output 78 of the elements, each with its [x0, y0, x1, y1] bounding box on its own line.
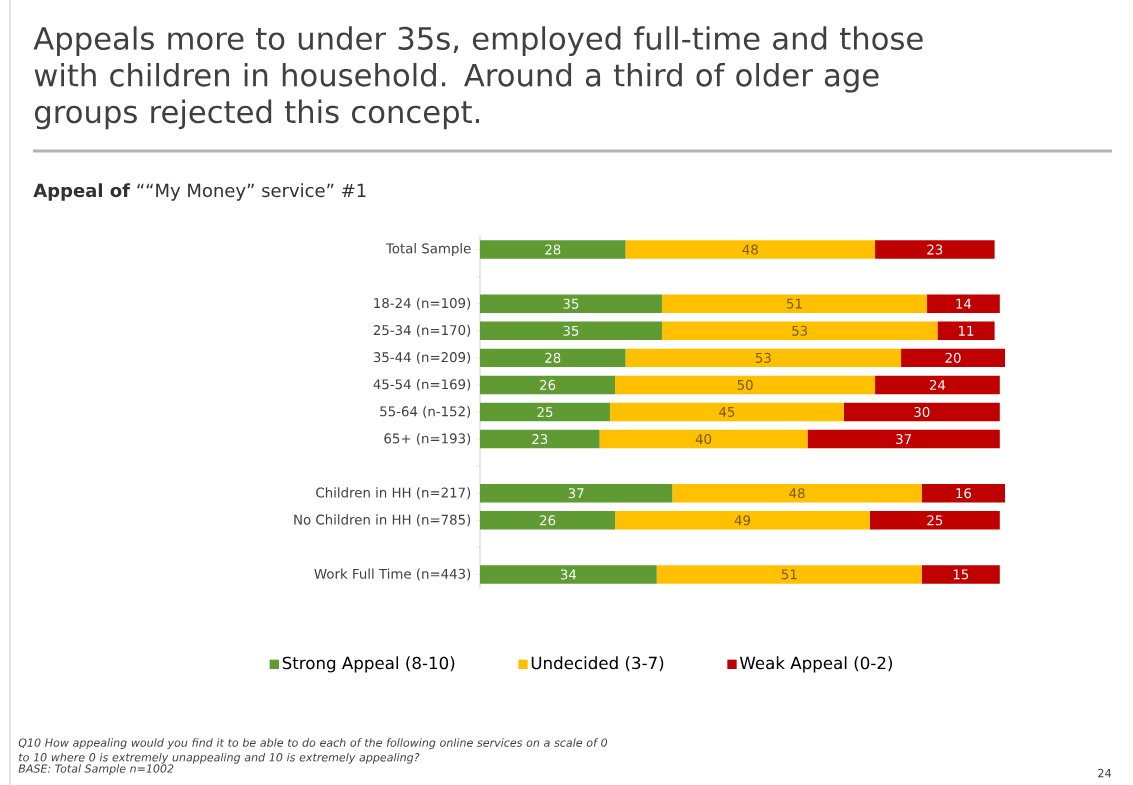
data-label: 34	[560, 569, 577, 580]
data-label: 37	[896, 434, 911, 445]
bar	[480, 402, 610, 422]
data-label: 28	[545, 352, 561, 363]
y-tick-label: 45-54 (n=169)	[373, 378, 471, 391]
y-tick-label: Total Sample	[385, 243, 471, 256]
data-label: 48	[742, 244, 758, 255]
chart-title: Appeals more to under 35s, employed full-time and those with children in household. Around a third of older age groups rejected this concept.	[33, 26, 923, 130]
data-label: 11	[959, 325, 974, 336]
data-label: 20	[945, 352, 961, 363]
text: Appeal of ““My Money” service” #1	[33, 183, 366, 201]
bar	[480, 484, 673, 503]
data-label: 35	[563, 298, 579, 309]
data-label: 24	[929, 379, 946, 390]
data-label: 51	[787, 298, 802, 309]
bar	[807, 429, 1000, 449]
y-tick-label: 35-44 (n=209)	[373, 351, 471, 364]
bar	[901, 348, 1005, 368]
bar	[480, 375, 616, 395]
bar	[609, 402, 844, 422]
data-label: 14	[956, 298, 972, 309]
y-tick-label: Work Full Time (n=443)	[314, 568, 471, 581]
bar	[480, 294, 662, 313]
legend-label: Strong Appeal (8-10)	[282, 656, 455, 673]
y-tick-label: 55-64 (n-152)	[380, 406, 471, 418]
bar	[869, 511, 1000, 530]
bar	[921, 565, 1000, 584]
data-label: 25	[537, 406, 553, 418]
data-label: 26	[540, 515, 556, 526]
data-label: 50	[737, 379, 753, 390]
data-label: 37	[568, 488, 584, 499]
bar	[480, 511, 616, 530]
bar	[927, 294, 1000, 313]
legend-label: Weak Appeal (0-2)	[739, 656, 893, 673]
data-label: 45	[719, 407, 735, 417]
bar	[625, 240, 876, 259]
bar	[672, 484, 922, 503]
data-label: 40	[695, 434, 712, 445]
data-label: 49	[734, 515, 751, 526]
bar	[843, 402, 1000, 422]
data-label: 15	[953, 569, 969, 580]
bar	[480, 321, 662, 340]
bar	[625, 348, 902, 368]
bar	[875, 240, 995, 259]
y-tick-label: No Children in HH (n=785)	[294, 514, 471, 527]
data-label: 48	[789, 488, 805, 499]
legend-label: Undecided (3-7)	[531, 656, 664, 672]
text: 24	[1098, 768, 1112, 778]
bar	[656, 565, 922, 584]
bar	[661, 294, 928, 313]
data-label: 35	[563, 325, 579, 336]
data-label: 25	[927, 515, 943, 526]
bar	[921, 484, 1005, 503]
bar	[661, 321, 938, 340]
bar	[615, 375, 876, 395]
bar	[480, 565, 657, 584]
text: BASE: Total Sample n=1002	[18, 764, 174, 775]
bar	[937, 321, 995, 340]
data-label: 53	[792, 325, 808, 336]
data-label: 23	[927, 244, 943, 255]
y-tick-label: 65+ (n=193)	[384, 433, 471, 446]
data-label: 51	[781, 569, 797, 580]
bar	[875, 375, 1000, 395]
data-label: 16	[956, 488, 972, 499]
y-tick-label: 18-24 (n=109)	[374, 297, 471, 310]
bar	[480, 240, 626, 259]
data-label: 53	[755, 352, 771, 363]
bar	[480, 429, 600, 449]
bar	[615, 511, 870, 530]
data-label: 28	[545, 244, 561, 255]
bar	[599, 429, 808, 449]
data-label: 30	[914, 406, 930, 418]
bar	[480, 348, 626, 368]
data-label: 26	[540, 379, 556, 390]
y-tick-label: 25-34 (n=170)	[373, 324, 471, 337]
data-label: 23	[532, 434, 548, 445]
y-tick-label: Children in HH (n=217)	[316, 487, 471, 500]
text: Q10 How appealing would you find it to be able to do each of the following online services on a scale of 0 to 10 where 0 is extremely unappealing and 10 is extremely appealing?	[18, 738, 608, 764]
